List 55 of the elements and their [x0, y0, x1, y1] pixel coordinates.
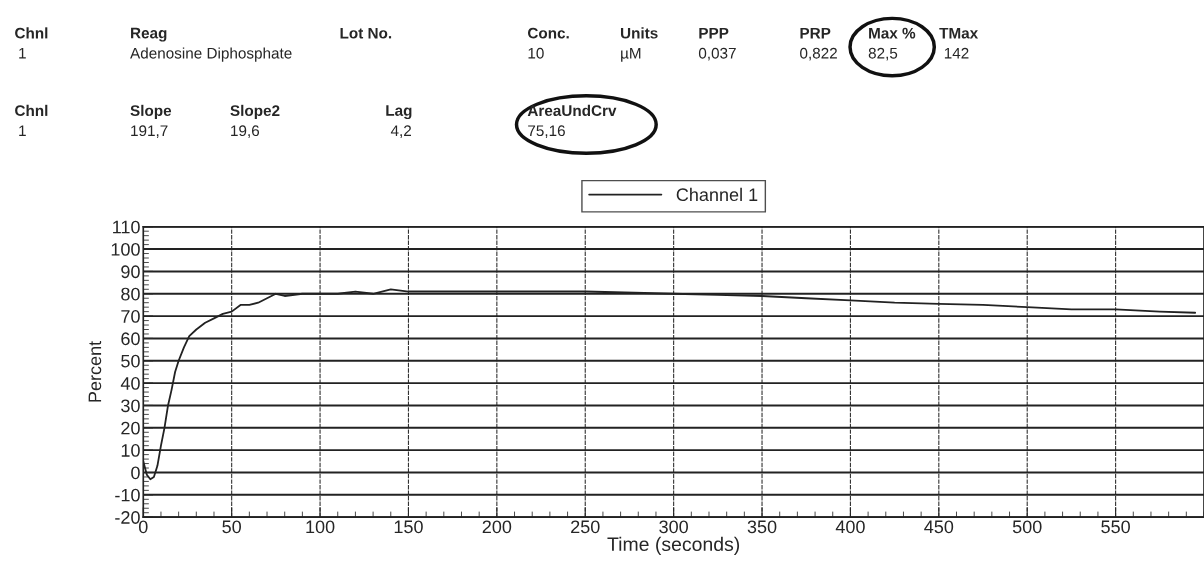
- y-tick-label: 110: [113, 220, 140, 234]
- text: Chnl: [15, 104, 48, 117]
- text: PPP: [699, 27, 729, 39]
- y-tick-label: 10: [121, 444, 140, 457]
- x-tick-label: 400: [835, 520, 865, 534]
- y-tick-label: -20: [115, 511, 140, 524]
- x-tick-label: 250: [571, 520, 600, 534]
- x-tick-label: 450: [924, 520, 954, 534]
- text: TMax: [939, 27, 979, 39]
- y-tick-label: -10: [115, 488, 140, 502]
- text: 142: [944, 47, 969, 59]
- text: 1: [19, 125, 26, 136]
- text: Max %: [869, 27, 916, 39]
- text: Slope2: [230, 104, 280, 120]
- x-tick-label: 300: [659, 520, 688, 534]
- y-tick-label: 100: [111, 243, 140, 256]
- y-tick-label: 40: [120, 377, 140, 390]
- y-tick-label: 30: [121, 399, 140, 413]
- text: 0,037: [698, 47, 736, 61]
- text: µM: [621, 47, 641, 62]
- text: 191,7: [131, 125, 168, 138]
- x-axis-title: Time (seconds): [607, 536, 740, 555]
- x-tick-label: 550: [1101, 520, 1130, 534]
- text: Units: [620, 27, 658, 39]
- y-tick-label: 0: [131, 466, 140, 480]
- text: 75,16: [528, 125, 565, 138]
- text: Conc.: [527, 27, 569, 39]
- x-tick-label: 100: [306, 520, 335, 534]
- x-tick-label: 50: [222, 520, 242, 534]
- text: 4,2: [390, 125, 411, 138]
- x-tick-label: 150: [394, 520, 423, 534]
- y-tick-label: 80: [121, 287, 140, 301]
- y-tick-label: 50: [121, 354, 140, 368]
- text: AreaUndCrv: [527, 104, 617, 117]
- y-tick-label: 60: [121, 332, 140, 346]
- text: Adenosine Diphosphate: [130, 47, 292, 62]
- y-tick-label: 90: [121, 265, 140, 279]
- text: Reag: [131, 27, 167, 42]
- text: 0,822: [800, 47, 837, 61]
- y-tick-label: 20: [121, 421, 140, 435]
- text: Slope: [130, 104, 172, 120]
- y-axis-title: Percent: [88, 340, 102, 402]
- x-tick-label: 200: [482, 520, 512, 534]
- text: PRP: [800, 27, 831, 39]
- text: 1: [19, 47, 26, 59]
- legend-label: Channel 1: [676, 187, 758, 202]
- text: Chnl: [15, 27, 48, 39]
- y-tick-label: 70: [121, 310, 140, 323]
- text: 10: [528, 47, 544, 59]
- text: Lot No.: [340, 27, 392, 39]
- text: 82,5: [868, 47, 898, 61]
- x-tick-label: 500: [1012, 520, 1042, 534]
- text: 19,6: [231, 125, 260, 138]
- x-tick-label: 350: [747, 520, 777, 534]
- text: Lag: [386, 105, 412, 120]
